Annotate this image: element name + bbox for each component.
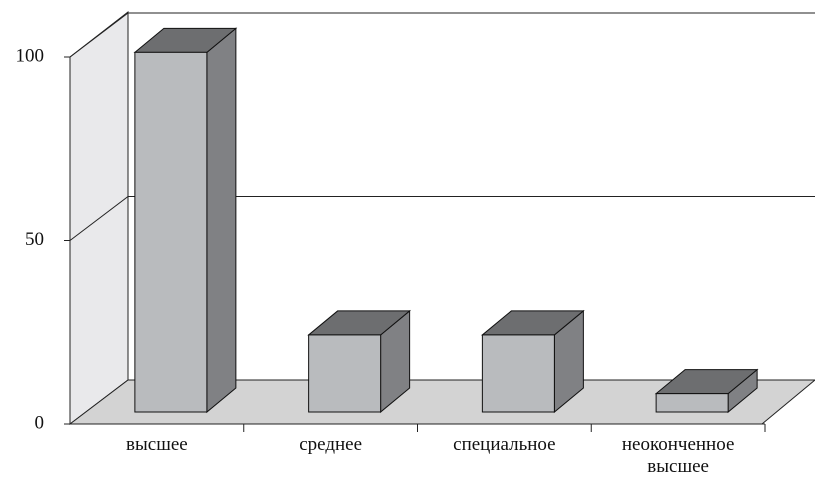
- y-tick-label: 0: [35, 412, 45, 433]
- grid-line: [69, 196, 129, 241]
- bar: [655, 393, 729, 413]
- y-tick-label: 50: [25, 229, 44, 250]
- bar: [134, 51, 208, 413]
- grid-line: [69, 12, 129, 58]
- x-tick-label: среднее: [299, 434, 363, 455]
- x-tick-label: неоконченное высшее: [621, 434, 735, 477]
- bar-side: [206, 27, 237, 414]
- bar: [308, 334, 382, 413]
- x-tick-label: специальное: [453, 434, 556, 455]
- y-tick-label: 100: [16, 45, 45, 66]
- bar: [481, 334, 555, 413]
- x-tick-label: высшее: [126, 434, 188, 455]
